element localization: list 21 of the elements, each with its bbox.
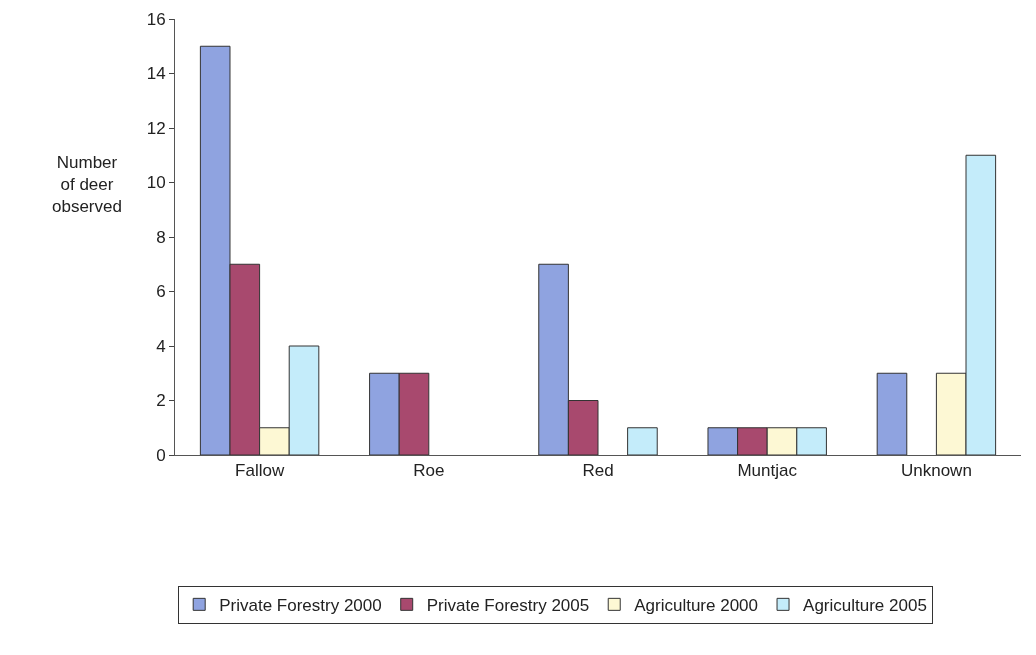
legend-label: Agriculture 2005 (803, 595, 927, 615)
y-tick-label: 16 (146, 9, 166, 29)
y-tick-label: 6 (156, 282, 166, 302)
x-tick-label: Muntjac (737, 461, 798, 481)
y-tick-label: 8 (156, 227, 166, 247)
x-tick-label: Unknown (900, 461, 972, 481)
y-tick-label: 12 (146, 118, 166, 138)
y-tick-label: 2 (156, 391, 166, 411)
y-tick-label: 10 (146, 173, 166, 193)
y-tick-label: 0 (156, 445, 166, 465)
x-tick-label: Roe (413, 461, 445, 481)
bar (627, 427, 658, 455)
legend-label: Private Forestry 2005 (426, 595, 590, 615)
x-tick-label: Fallow (235, 461, 285, 481)
y-axis-title: Number of deer observed (52, 153, 122, 217)
bar (876, 372, 908, 455)
legend-label: Agriculture 2000 (634, 595, 759, 615)
x-tick-label: Red (582, 461, 614, 481)
y-tick-label: 4 (156, 336, 166, 356)
y-tick-label: 14 (146, 64, 166, 84)
legend-label: Private Forestry 2000 (219, 595, 382, 615)
